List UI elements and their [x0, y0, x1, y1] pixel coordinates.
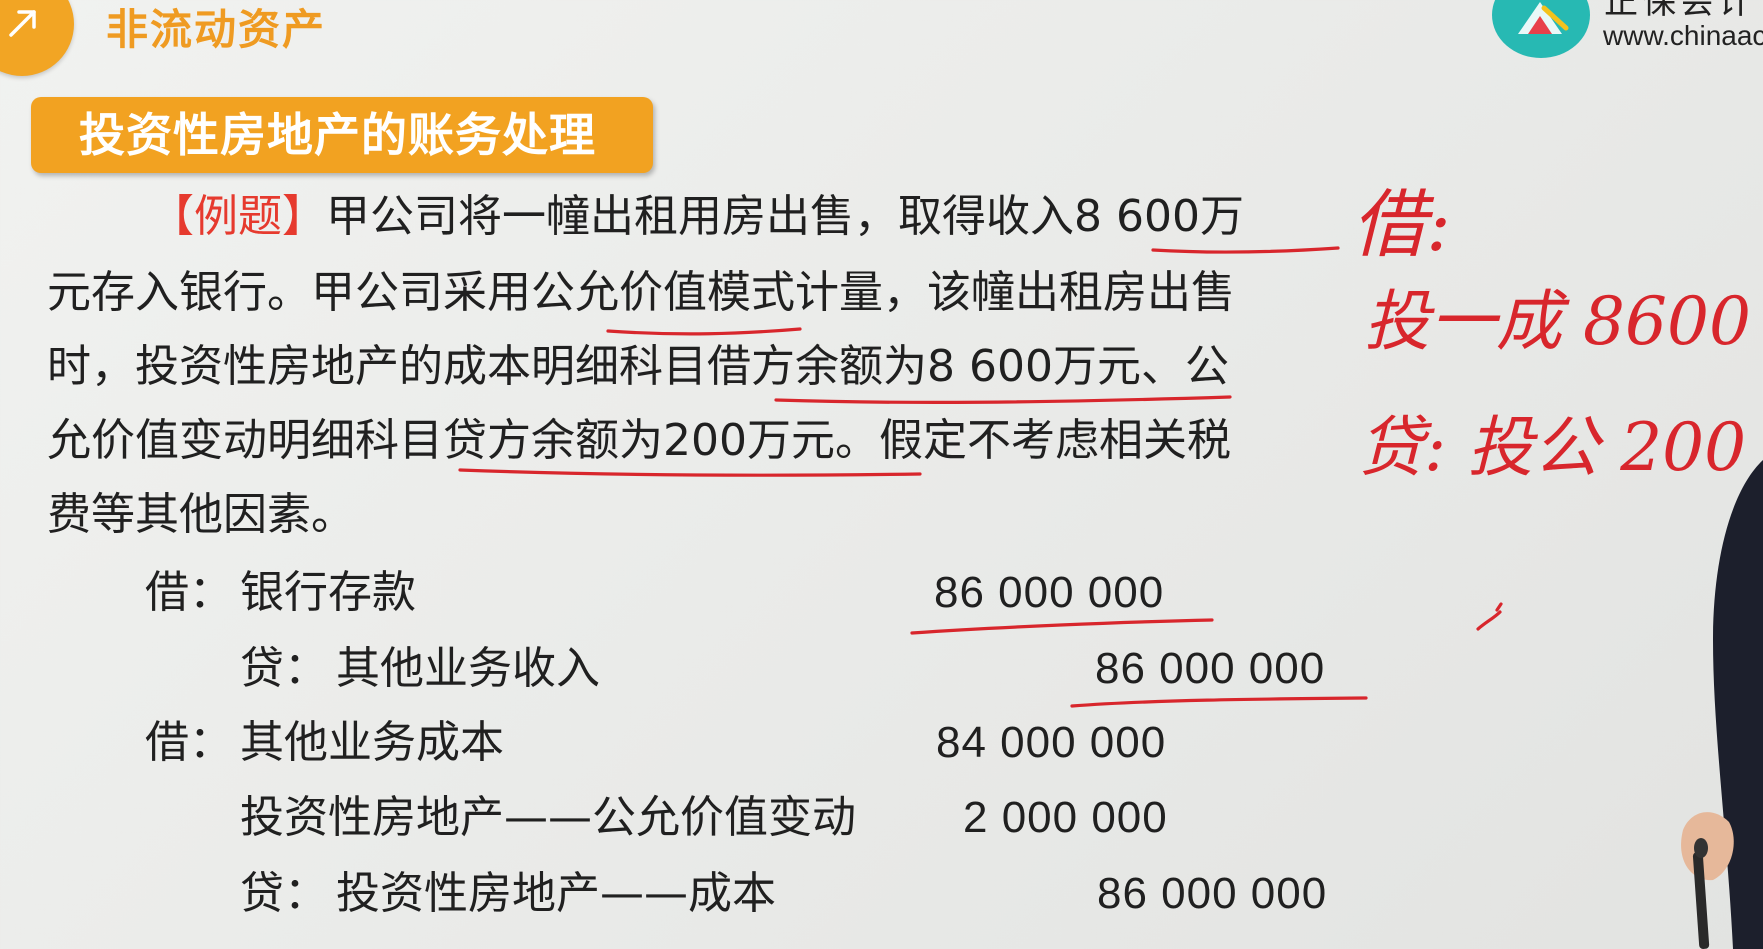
presenter-figure [1681, 460, 1763, 949]
entry-5-prefix: 贷： [240, 868, 328, 919]
underline-credit-balance [458, 468, 922, 477]
arrow-up-right-icon [9, 10, 36, 37]
entry-4-amount: 2 000 000 [963, 793, 1168, 842]
underline-amount-1 [910, 618, 1214, 635]
section-title: 投资性房地产的账务处理 [79, 108, 596, 162]
example-line-3: 时，投资性房地产的成本明细科目借方余额为8 600万元、公 [47, 341, 1229, 392]
underline-fair-value-mode [606, 327, 802, 336]
example-line-1: 【例题】甲公司将一幢出租用房出售，取得收入8 600万 [150, 190, 1244, 244]
chapter-title: 非流动资产 [106, 5, 327, 54]
example-tag: 【例题】 [150, 191, 326, 242]
example-line-1-text: 甲公司将一幢出租用房出售，取得收入8 600万 [326, 191, 1244, 242]
entry-3-amount: 84 000 000 [936, 718, 1167, 767]
entry-1-account: 银行存款 [240, 567, 416, 618]
example-line-2: 元存入银行。甲公司采用公允价值模式计量，该幢出租房出售 [47, 267, 1235, 318]
entry-1-prefix: 借： [145, 567, 233, 618]
entry-1-amount: 86 000 000 [934, 568, 1165, 617]
entry-5-account: 投资性房地产——成本 [336, 868, 776, 919]
chapter-badge [0, 0, 74, 76]
handwriting-line-3: 贷: 投公 200 [1358, 409, 1746, 486]
brand-name: 正保会计 [1604, 0, 1756, 22]
entry-5-amount: 86 000 000 [1097, 869, 1328, 918]
entry-2-amount: 86 000 000 [1095, 644, 1326, 693]
handwriting-line-2: 投一成 8600 [1364, 283, 1751, 360]
brand-url: www.chinaac [1603, 20, 1763, 51]
logo-mark-icon [1518, 2, 1569, 34]
handwriting-line-1: 借: [1352, 182, 1451, 268]
entry-3-account: 其他业务成本 [240, 717, 504, 768]
ink-tick [1476, 602, 1503, 631]
entry-2-account: 其他业务收入 [336, 643, 600, 694]
entry-2-prefix: 贷： [240, 643, 328, 694]
underline-income [1151, 246, 1340, 254]
underline-debit-balance [774, 395, 1232, 404]
underline-amount-2 [1070, 696, 1368, 708]
example-line-4: 允价值变动明细科目贷方余额为200万元。假定不考虑相关税 [47, 415, 1231, 466]
entry-4-account: 投资性房地产——公允价值变动 [240, 792, 856, 843]
example-line-5: 费等其他因素。 [47, 489, 355, 540]
entry-3-prefix: 借： [145, 717, 233, 768]
section-tab: 投资性房地产的账务处理 [31, 97, 653, 173]
